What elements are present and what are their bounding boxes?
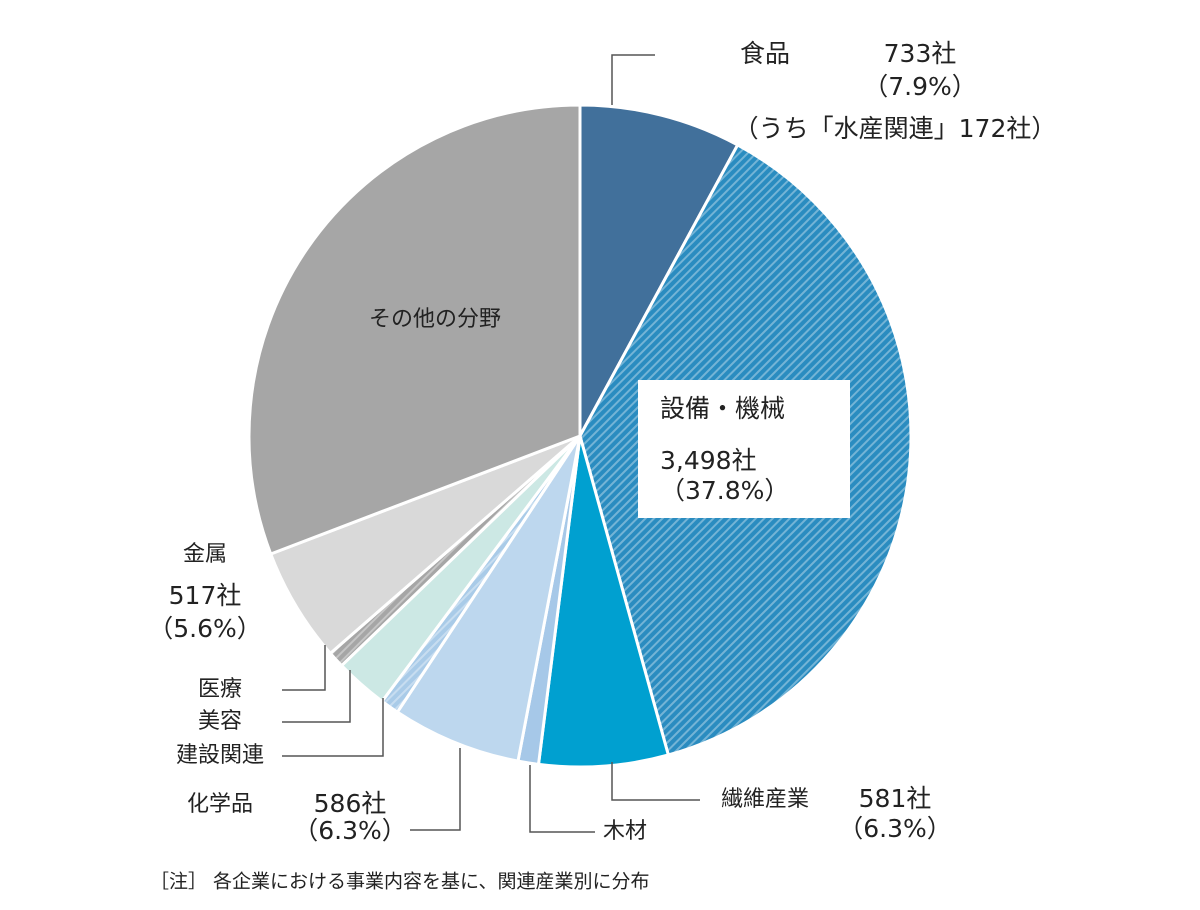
count-label: 517社 [169,581,242,610]
value-label: （6.3%） [293,816,407,845]
value-label: （37.8%） [660,476,789,505]
leader-line [282,670,351,723]
annotation: （うち「水産関連」172社） [734,114,1057,143]
value-label: （5.6%） [148,614,262,643]
slice-label: 設備・機械 [660,394,785,423]
count-label: 586社 [314,789,387,818]
leader-line [410,748,461,831]
pie-slice [395,435,582,763]
slices [247,103,913,769]
slice-label: 木材 [603,819,647,844]
label-box [638,380,850,518]
leader-line [611,762,700,801]
slice-label: 化学品 [187,792,253,817]
value-label: （6.3%） [838,814,952,843]
slice-label: その他の分野 [369,307,501,332]
leader-line [611,54,655,105]
leader-line [282,698,384,757]
slice-label: 美容 [198,709,242,734]
note: ［注］ 各企業における事業内容を基に、関連産業別に分布 [150,871,649,893]
count-label: 581社 [859,784,932,813]
count-label: 733社 [884,39,957,68]
slice-label: 医療 [198,677,242,702]
count-label: 3,498社 [660,446,757,475]
leader-line [282,645,326,691]
leader-line [529,765,595,833]
value-label: （7.9%） [863,72,977,101]
slice-label: 繊維産業 [721,787,809,812]
slice-label: 建設関連 [176,743,264,768]
pie-slice [578,103,740,437]
pie-slice [247,103,582,556]
slice-label: 金属 [183,542,227,567]
labels: ［注］ 各企業における事業内容を基に、関連産業別に分布 （うち「水産関連」172… [148,39,1056,893]
slice-label: 食品 [740,39,790,68]
